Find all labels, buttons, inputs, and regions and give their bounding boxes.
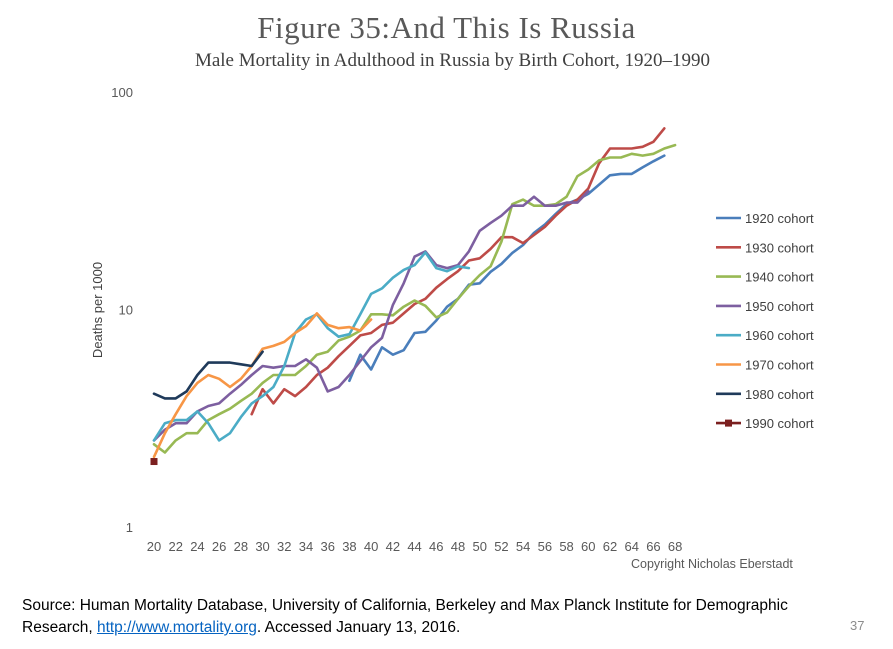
x-tick-label: 24 [190, 539, 204, 554]
x-tick-label: 40 [364, 539, 378, 554]
copyright-note: Copyright Nicholas Eberstadt [631, 557, 793, 571]
y-tick-label: 100 [111, 85, 133, 100]
source-note: Source: Human Mortality Database, Univer… [22, 595, 862, 639]
x-tick-label: 54 [516, 539, 530, 554]
x-tick-label: 58 [559, 539, 573, 554]
series-marker-1990-cohort [150, 458, 158, 466]
x-tick-label: 22 [168, 539, 182, 554]
source-suffix: . Accessed January 13, 2016. [256, 619, 461, 636]
series-line-1920-cohort [348, 154, 666, 383]
x-tick-label: 60 [581, 539, 595, 554]
source-link[interactable]: http://www.mortality.org [96, 619, 257, 636]
legend-label-1990-cohort: 1990 cohort [745, 416, 814, 431]
legend-label-1970-cohort: 1970 cohort [745, 358, 814, 373]
x-tick-label: 44 [407, 539, 421, 554]
legend-marker-1990-cohort [725, 419, 732, 427]
series-line-1940-cohort [152, 143, 677, 454]
legend-label-1960-cohort: 1960 cohort [745, 328, 814, 343]
legend-label-1950-cohort: 1950 cohort [745, 299, 814, 314]
x-tick-label: 42 [386, 539, 400, 554]
legend-label-1930-cohort: 1930 cohort [745, 240, 814, 255]
legend-label-1940-cohort: 1940 cohort [745, 270, 814, 285]
series-line-1960-cohort [152, 251, 471, 442]
series-line-1970-cohort [152, 312, 373, 459]
chart-subtitle: Male Mortality in Adulthood in Russia by… [194, 50, 711, 71]
legend-label-1920-cohort: 1920 cohort [745, 211, 814, 226]
x-tick-label: 26 [212, 539, 226, 554]
page-number: 37 [850, 618, 865, 633]
x-tick-label: 32 [277, 539, 291, 554]
x-tick-label: 50 [472, 539, 486, 554]
slide-title: Figure 35:And This Is Russia [257, 10, 636, 45]
series-line-1980-cohort [152, 350, 264, 400]
x-tick-label: 28 [234, 539, 248, 554]
x-tick-label: 52 [494, 539, 508, 554]
x-tick-label: 36 [320, 539, 334, 554]
x-tick-label: 20 [147, 539, 161, 554]
chart-axes: 1 10 100 Deaths per 1000 20 22 24 26 28 30 32 34 36 3… [90, 85, 682, 554]
x-tick-label: 38 [342, 539, 356, 554]
x-tick-label: 68 [668, 539, 682, 554]
legend-label-1980-cohort: 1980 cohort [745, 387, 814, 402]
series-line-1930-cohort [250, 127, 666, 416]
chart-legend: 1920 cohort 1930 cohort 1940 cohort 1950 co… [716, 211, 814, 431]
source-text: Source: Human Mortality Database, Univer… [22, 597, 788, 636]
x-tick-label: 30 [255, 539, 269, 554]
x-tick-label: 48 [451, 539, 465, 554]
y-axis-label: Deaths per 1000 [90, 262, 105, 358]
x-tick-label: 56 [538, 539, 552, 554]
x-tick-label: 34 [299, 539, 313, 554]
x-tick-label: 62 [603, 539, 617, 554]
series-line-1950-cohort [152, 189, 590, 442]
x-tick-label: 64 [624, 539, 638, 554]
x-tick-label: 46 [429, 539, 443, 554]
x-tick-label: 66 [646, 539, 660, 554]
chart-series [150, 127, 677, 466]
y-tick-label: 10 [119, 303, 133, 318]
y-tick-label: 1 [126, 520, 133, 535]
